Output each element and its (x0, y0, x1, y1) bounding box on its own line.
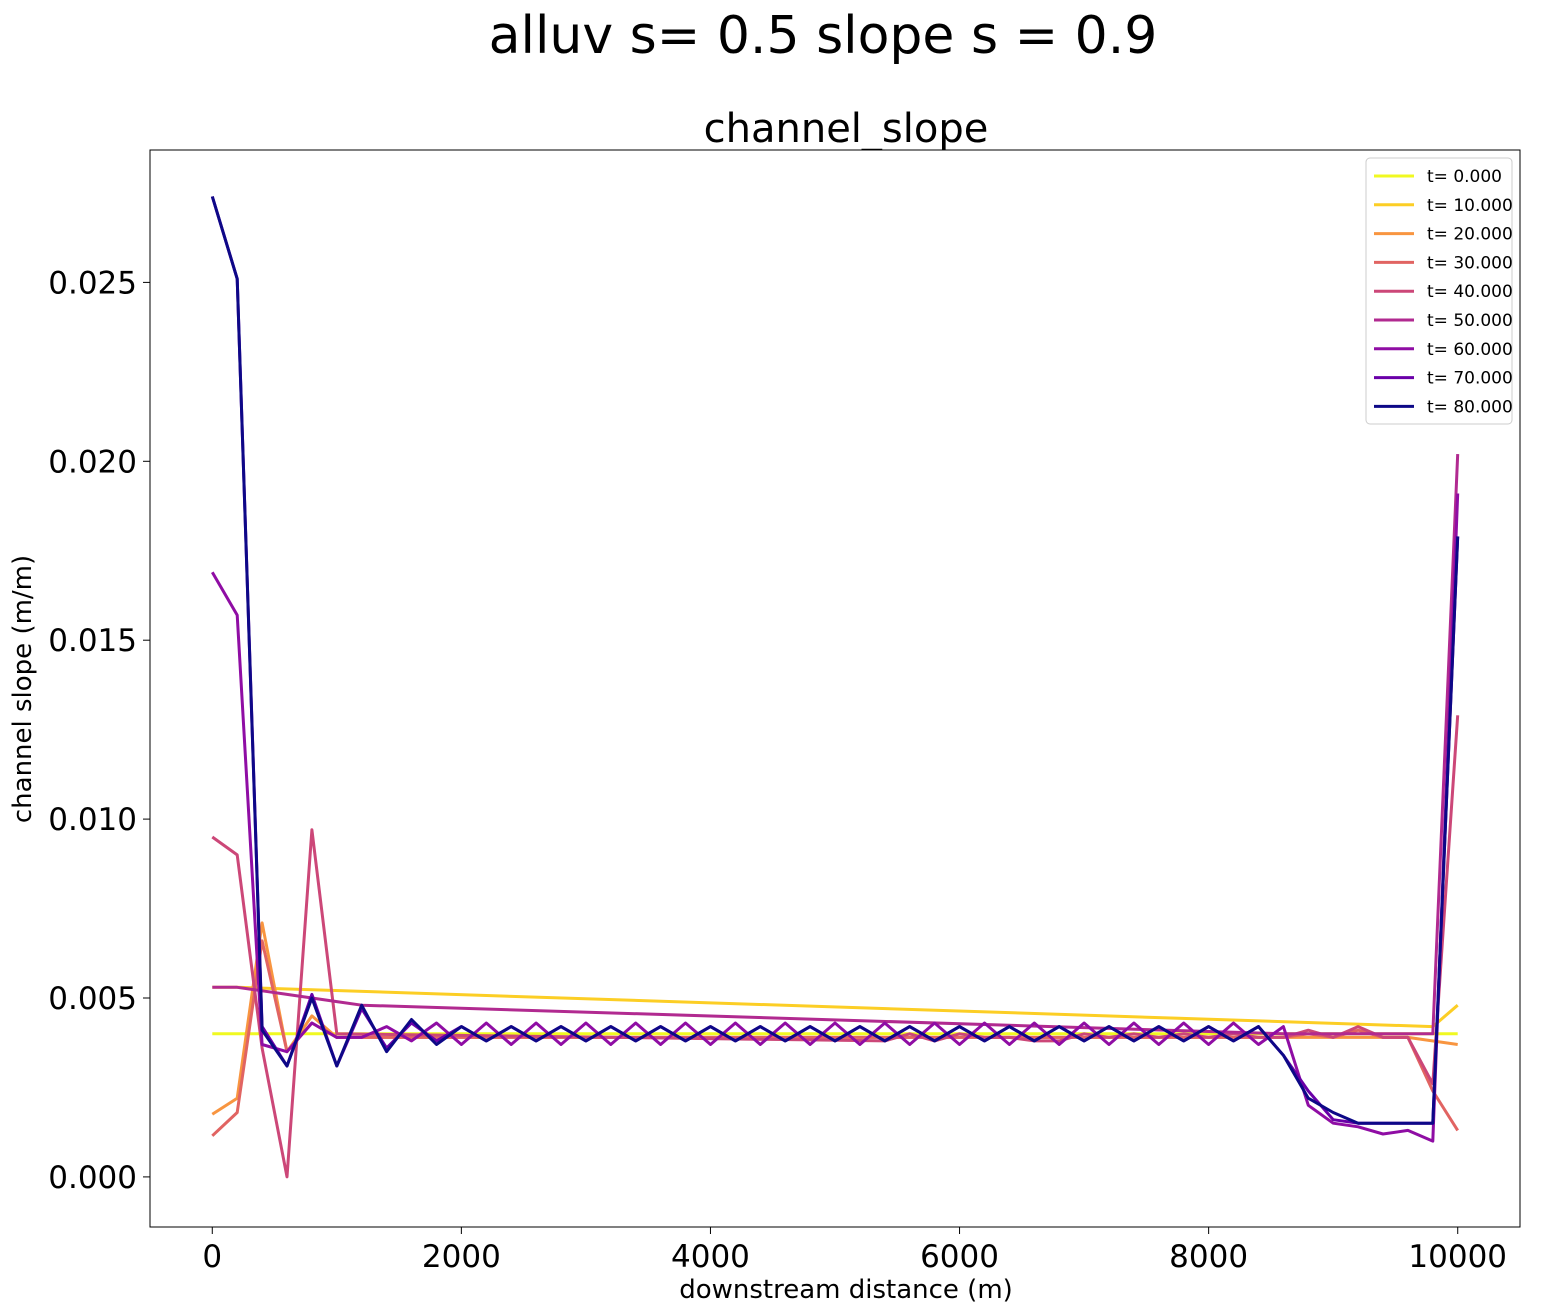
y-tick-label: 0.015 (48, 623, 137, 659)
legend-label-2: t= 20.000 (1427, 225, 1513, 245)
series-layer (210, 196, 1460, 1179)
x-tick-label: 10000 (1408, 1239, 1507, 1275)
legend-label-0: t= 0.000 (1427, 167, 1502, 187)
x-tick-label: 8000 (1169, 1239, 1248, 1275)
x-tick-label: 4000 (671, 1239, 750, 1275)
y-tick-label: 0.010 (48, 802, 137, 838)
y-axis-label: channel slope (m/m) (8, 555, 38, 823)
legend-label-3: t= 30.000 (1427, 253, 1513, 273)
legend-label-6: t= 60.000 (1427, 340, 1513, 360)
y-tick-label: 0.000 (48, 1160, 137, 1196)
legend: t= 0.000 t= 10.000 t= 20.000 t= 30.000 t= 40… (1365, 157, 1513, 425)
series-line-6 (211, 493, 1460, 1143)
x-tick-label: 0 (202, 1239, 222, 1275)
legend-label-5: t= 50.000 (1427, 311, 1513, 331)
plot-area (149, 149, 1521, 1228)
x-axis-label: downstream distance (m) (679, 1275, 1013, 1305)
x-tick-label: 6000 (920, 1239, 999, 1275)
y-tick-label: 0.020 (48, 444, 137, 480)
x-tick-label: 2000 (422, 1239, 501, 1275)
figure-suptitle: alluv s= 0.5 slope s = 0.9 (489, 6, 1158, 66)
series-line-5 (212, 454, 1460, 1036)
legend-label-7: t= 70.000 (1427, 369, 1513, 389)
legend-label-4: t= 40.000 (1427, 282, 1513, 302)
legend-label-1: t= 10.000 (1427, 196, 1513, 216)
legend-label-8: t= 80.000 (1427, 397, 1513, 417)
y-tick-label: 0.025 (48, 265, 137, 301)
x-axis-ticks: 0 2000 4000 6000 8000 10000 (202, 1227, 1507, 1275)
chart-title: channel_slope (704, 106, 989, 152)
legend-frame (1365, 157, 1513, 425)
y-axis-ticks: 0.000 0.005 0.010 0.015 0.020 0.025 (48, 265, 150, 1196)
series-line-8 (210, 196, 1460, 1125)
y-tick-label: 0.005 (48, 981, 137, 1017)
